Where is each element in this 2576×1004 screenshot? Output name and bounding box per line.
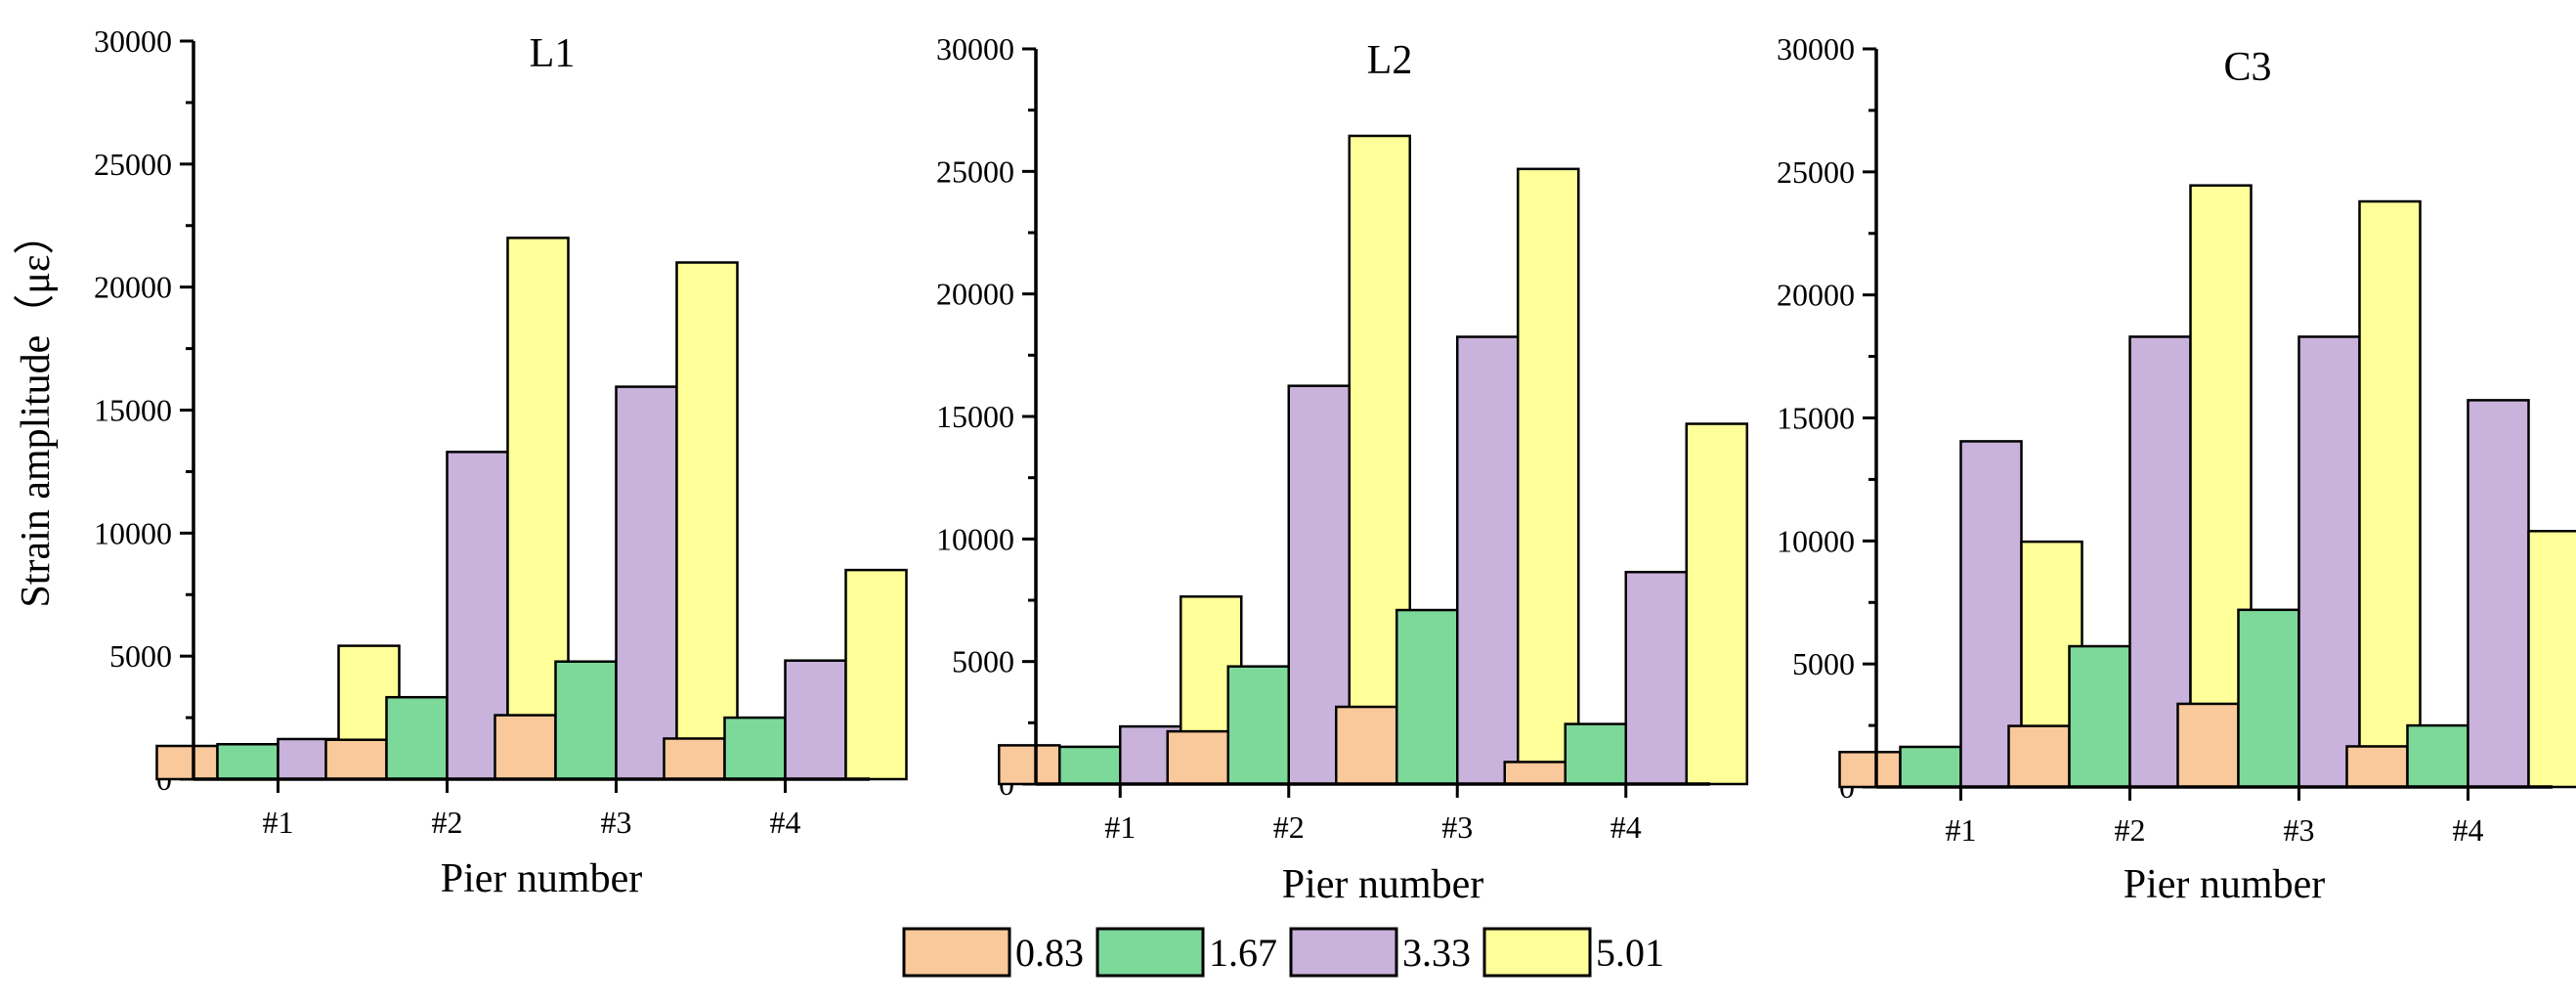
- bar-pier4-1.67: [1566, 724, 1626, 784]
- y-tick-label: 30000: [1777, 31, 1855, 66]
- y-tick-label: 25000: [94, 147, 172, 182]
- x-tick-label: #1: [1104, 809, 1136, 845]
- bar-pier3-5.01: [2360, 201, 2421, 787]
- y-tick-label: 10000: [936, 521, 1014, 556]
- bar-pier3-0.83: [1336, 707, 1396, 784]
- x-axis-label: Pier number: [2124, 862, 2325, 907]
- x-axis-label: Pier number: [441, 856, 642, 901]
- y-tick-label: 5000: [109, 638, 172, 674]
- bar-pier3-1.67: [556, 662, 617, 779]
- y-tick-label: 20000: [1777, 278, 1855, 313]
- y-tick-label: 15000: [936, 399, 1014, 434]
- y-tick-label: 30000: [936, 31, 1014, 66]
- bar-pier4-5.01: [1687, 424, 1747, 784]
- x-tick-label: #4: [770, 805, 801, 840]
- bar-pier1-1.67: [218, 744, 279, 779]
- bar-pier4-1.67: [2408, 725, 2469, 787]
- legend-swatch-0.83: [904, 929, 1009, 976]
- x-tick-label: #4: [2453, 812, 2484, 848]
- bar-pier2-0.83: [326, 740, 387, 779]
- legend-swatch-5.01: [1484, 929, 1590, 976]
- x-tick-label: #2: [1273, 809, 1305, 845]
- legend: 0.83 1.67 3.33 5.01: [904, 929, 1664, 976]
- bar-pier3-3.33: [617, 387, 677, 779]
- bar-pier3-1.67: [2239, 610, 2299, 787]
- legend-label-0.83: 0.83: [1015, 931, 1084, 975]
- panel-title: L2: [1367, 38, 1413, 83]
- legend-label-1.67: 1.67: [1209, 931, 1277, 975]
- bar-pier4-0.83: [1505, 762, 1566, 784]
- bar-pier4-1.67: [725, 718, 786, 779]
- bar-pier3-3.33: [2299, 336, 2360, 787]
- y-tick-label: 15000: [94, 393, 172, 428]
- x-tick-label: #2: [2115, 812, 2146, 848]
- y-tick-label: 5000: [1792, 646, 1855, 681]
- bar-pier1-1.67: [1901, 747, 1961, 787]
- y-tick-label: 15000: [1777, 401, 1855, 436]
- panel-title: C3: [2223, 45, 2271, 90]
- bar-pier3-5.01: [677, 263, 738, 780]
- y-tick-label: 20000: [936, 277, 1014, 312]
- bar-pier3-0.83: [495, 716, 556, 779]
- y-tick-label: 10000: [1777, 523, 1855, 558]
- bar-pier2-0.83: [2009, 726, 2070, 787]
- legend-label-5.01: 5.01: [1596, 931, 1664, 975]
- y-tick-label: 10000: [94, 515, 172, 550]
- bar-pier3-1.67: [1396, 610, 1457, 784]
- x-tick-label: #3: [2284, 812, 2315, 848]
- legend-swatch-1.67: [1097, 929, 1203, 976]
- bar-pier1-1.67: [1059, 747, 1120, 784]
- bar-pier4-0.83: [2347, 746, 2408, 787]
- bar-pier4-0.83: [665, 738, 725, 779]
- y-tick-label: 5000: [952, 644, 1014, 679]
- x-tick-label: #3: [601, 805, 632, 840]
- x-tick-label: #4: [1610, 809, 1642, 845]
- bar-pier1-0.83: [157, 746, 218, 779]
- x-tick-label: #2: [432, 805, 463, 840]
- bar-pier4-3.33: [2469, 400, 2529, 787]
- bar-pier3-5.01: [1518, 169, 1578, 784]
- x-tick-label: #1: [1946, 812, 1977, 848]
- bar-pier1-0.83: [999, 745, 1059, 784]
- legend-swatch-3.33: [1291, 929, 1396, 976]
- bar-pier2-0.83: [1168, 731, 1228, 784]
- x-tick-label: #1: [263, 805, 294, 840]
- y-tick-label: 25000: [1777, 154, 1855, 190]
- y-tick-label: 25000: [936, 153, 1014, 189]
- x-axis-label: Pier number: [1282, 862, 1483, 907]
- panel-l2: 050001000015000200002500030000#1#2#3#4L2…: [936, 31, 1747, 907]
- bar-pier4-5.01: [846, 570, 907, 779]
- panel-title: L1: [530, 31, 576, 76]
- x-tick-label: #3: [1441, 809, 1473, 845]
- bar-pier4-3.33: [1626, 572, 1687, 784]
- panel-c3: 050001000015000200002500030000#1#2#3#4C3…: [1777, 31, 2576, 907]
- panel-l1: 050001000015000200002500030000#1#2#3#4L1…: [94, 23, 907, 901]
- bar-pier1-0.83: [1840, 752, 1901, 787]
- bar-pier2-1.67: [2070, 646, 2130, 787]
- y-tick-label: 20000: [94, 270, 172, 305]
- bar-pier3-3.33: [1457, 337, 1518, 784]
- bar-pier4-3.33: [786, 661, 846, 779]
- y-axis-label: Strain amplitude（με）: [14, 214, 59, 608]
- bar-pier2-1.67: [387, 697, 448, 779]
- bar-pier4-5.01: [2529, 531, 2576, 787]
- legend-label-3.33: 3.33: [1402, 931, 1471, 975]
- bar-pier2-1.67: [1228, 667, 1289, 784]
- y-tick-label: 30000: [94, 23, 172, 59]
- bar-pier3-0.83: [2178, 704, 2239, 787]
